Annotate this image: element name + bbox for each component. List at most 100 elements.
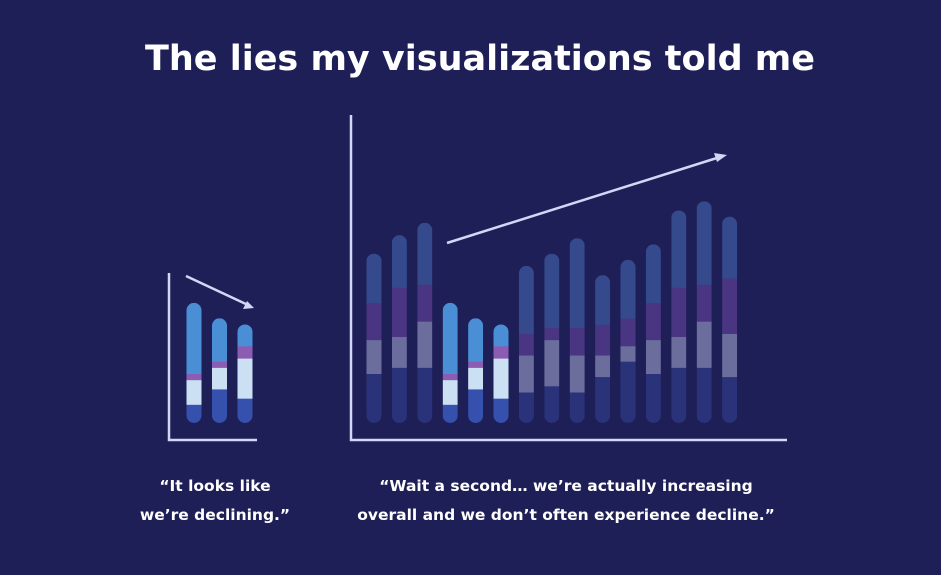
bar-segment: [442, 379, 458, 405]
bar-segment: [620, 259, 636, 319]
bar-segment: [391, 367, 407, 423]
bar-segment: [544, 253, 560, 328]
bar-segment: [671, 210, 687, 288]
bar-segment: [722, 376, 738, 423]
bar-segment: [366, 253, 382, 304]
bar-segment: [696, 284, 712, 322]
bar-segment: [366, 302, 382, 341]
caption-line: we’re declining.”: [140, 506, 290, 524]
bar-segment: [620, 318, 636, 347]
bar-segment: [186, 373, 202, 381]
big-axes: [349, 115, 787, 442]
bar-segment: [493, 346, 509, 359]
bar: [366, 253, 382, 423]
bar-segment: [620, 346, 636, 362]
bar-segment: [518, 355, 534, 393]
bar: [671, 210, 687, 423]
bar-segment: [620, 361, 636, 424]
bar-segment: [366, 373, 382, 423]
bar: [493, 324, 509, 423]
bar: [595, 275, 611, 423]
bar: [518, 265, 534, 424]
bar-segment: [544, 327, 560, 341]
bar: [569, 238, 585, 423]
bar-segment: [518, 392, 534, 424]
bar-segment: [518, 333, 534, 356]
bar-segment: [696, 367, 712, 423]
bar-segment: [237, 398, 253, 423]
bar-segment: [493, 398, 509, 423]
title: The lies my visualizations told me: [145, 39, 815, 79]
caption-line: overall and we don’t often experience de…: [357, 506, 775, 524]
bar-segment: [237, 346, 253, 359]
bar-segment: [569, 238, 585, 328]
bar-segment: [442, 302, 458, 375]
bar-segment: [366, 339, 382, 375]
caption-line: “It looks like: [159, 477, 270, 495]
bar-segment: [569, 355, 585, 393]
bar: [417, 222, 433, 423]
bar-segment: [696, 321, 712, 368]
bar-segment: [468, 367, 484, 390]
bar: [442, 302, 458, 424]
bar-segment: [468, 389, 484, 423]
bar-segment: [442, 404, 458, 424]
bar-segment: [417, 284, 433, 322]
bar-segment: [518, 265, 534, 334]
bar-segment: [212, 367, 227, 390]
bar-segment: [493, 358, 509, 399]
bar-segment: [417, 367, 433, 423]
bar-segment: [645, 339, 661, 375]
bar-segment: [595, 275, 611, 325]
bar-segment: [544, 339, 560, 387]
bar-segment: [645, 302, 661, 341]
bar-segment: [696, 201, 712, 285]
bar: [620, 259, 636, 424]
bar-segment: [237, 324, 253, 347]
bar-segment: [722, 216, 738, 279]
bar-segment: [722, 278, 738, 334]
bar-segment: [468, 361, 484, 368]
bar-segment: [595, 376, 611, 423]
bar: [391, 235, 407, 423]
bar-segment: [595, 324, 611, 356]
bar-segment: [212, 361, 227, 368]
bar: [645, 244, 661, 423]
bar-segment: [417, 222, 433, 285]
bar: [722, 216, 738, 423]
bar-segment: [671, 367, 687, 423]
bar-segment: [186, 404, 202, 424]
bar-segment: [468, 318, 484, 362]
bar-segment: [569, 392, 585, 423]
bar-segment: [391, 235, 407, 288]
bar-segment: [544, 386, 560, 423]
bar-segment: [237, 358, 253, 399]
bar-segment: [493, 324, 509, 347]
bar-segment: [722, 333, 738, 378]
bar: [186, 302, 202, 424]
bar-segment: [186, 379, 202, 405]
bar-segment: [442, 373, 458, 381]
bar: [544, 253, 560, 423]
small-arrow: [185, 274, 254, 309]
bar-segment: [212, 318, 227, 362]
big-arrow: [446, 153, 727, 245]
bar-segment: [595, 355, 611, 378]
bar-segment: [645, 373, 661, 423]
bar: [237, 324, 253, 423]
bar-segment: [569, 327, 585, 356]
bar: [212, 318, 227, 423]
small-axes: [167, 273, 257, 442]
bar-segment: [186, 302, 202, 375]
bar-segment: [645, 244, 661, 304]
bar-segment: [417, 321, 433, 368]
bar-segment: [391, 336, 407, 368]
bar-segment: [391, 287, 407, 338]
bar-segment: [671, 287, 687, 338]
bar: [696, 201, 712, 423]
bar-segment: [212, 389, 227, 423]
bar: [468, 318, 484, 423]
bar-segment: [671, 336, 687, 368]
caption-line: “Wait a second… we’re actually increasin…: [379, 477, 753, 495]
